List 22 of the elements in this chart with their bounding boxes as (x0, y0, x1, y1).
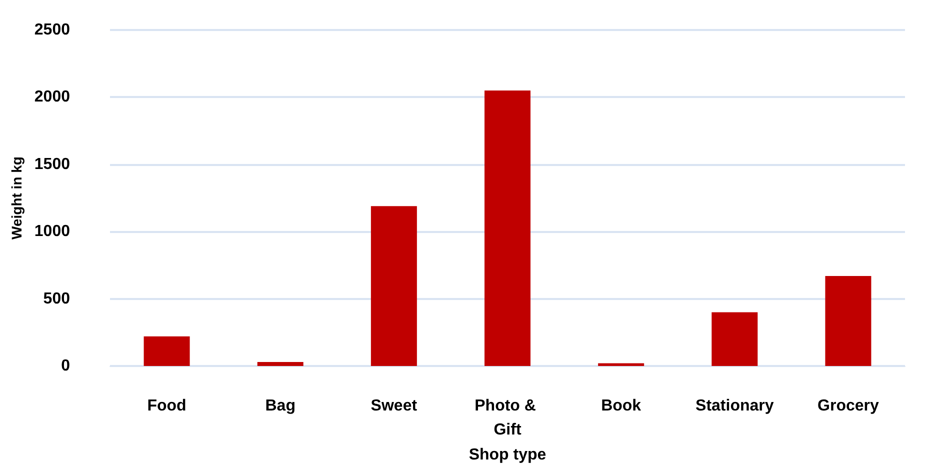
x-tick-label: Stationary (696, 398, 774, 414)
x-tick-label: Grocery (818, 398, 879, 414)
bar (825, 276, 872, 366)
y-tick-label: 2000 (34, 88, 70, 106)
x-tick-label: Photo & Gift (474, 398, 540, 438)
bar (370, 206, 417, 366)
y-tick-label: 500 (43, 290, 70, 308)
y-axis-title: Weight in kg (8, 156, 25, 240)
y-tick-label: 2500 (34, 22, 70, 38)
y-tick-label: 1000 (34, 223, 70, 240)
y-tick-label: 0 (61, 358, 70, 374)
x-tick-label: Food (147, 398, 186, 414)
x-tick-label: Bag (265, 398, 296, 414)
bar (484, 90, 530, 366)
bar (598, 363, 644, 366)
y-tick-label: 1500 (34, 156, 70, 173)
bar (712, 312, 758, 366)
bar (144, 336, 190, 366)
x-axis-title: Shop type (468, 446, 546, 464)
bar (257, 362, 304, 366)
x-tick-label: Book (601, 398, 642, 414)
x-tick-label: Sweet (370, 398, 418, 414)
